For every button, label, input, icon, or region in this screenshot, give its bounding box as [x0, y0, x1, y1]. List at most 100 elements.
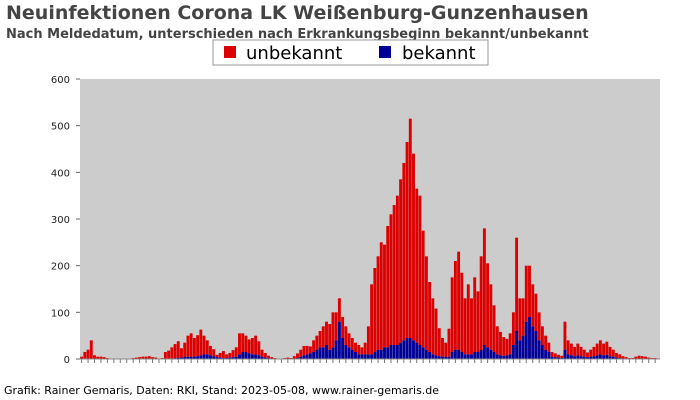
- bar-unbekannt: [515, 237, 519, 331]
- bar-bekannt: [615, 357, 618, 359]
- bar-unbekannt: [505, 338, 509, 356]
- bar-bekannt: [341, 338, 345, 359]
- bar-bekannt: [254, 354, 258, 359]
- bar-unbekannt: [644, 356, 647, 359]
- bar-unbekannt: [334, 312, 338, 341]
- bar-bekannt: [244, 352, 248, 359]
- bar-unbekannt: [611, 349, 615, 357]
- bar-bekannt: [186, 356, 190, 359]
- bar-unbekannt: [408, 118, 412, 338]
- bar-bekannt: [189, 356, 193, 359]
- bar-unbekannt: [399, 179, 403, 343]
- bar-bekannt: [347, 347, 351, 359]
- bar-bekannt: [386, 347, 390, 359]
- bar-unbekannt: [544, 335, 548, 350]
- bar-bekannt: [418, 345, 422, 359]
- bar-unbekannt: [576, 343, 580, 356]
- bar-unbekannt: [592, 346, 596, 357]
- bar-unbekannt: [618, 354, 622, 359]
- bar-unbekannt: [447, 328, 451, 357]
- bar-unbekannt: [86, 349, 90, 359]
- bar-bekannt: [399, 342, 403, 359]
- bar-bekannt: [508, 354, 512, 359]
- bar-unbekannt: [260, 349, 264, 357]
- bar-unbekannt: [547, 342, 551, 352]
- bar-unbekannt: [511, 312, 515, 345]
- bar-bekannt: [534, 331, 538, 359]
- bar-bekannt: [537, 340, 541, 359]
- y-tick-label: 200: [51, 262, 70, 273]
- bar-unbekannt: [502, 337, 506, 356]
- bar-unbekannt: [141, 356, 145, 359]
- bar-bekannt: [196, 356, 200, 359]
- bar-bekannt: [431, 354, 435, 359]
- bar-unbekannt: [560, 355, 564, 359]
- bar-unbekannt: [428, 282, 432, 352]
- bar-bekannt: [605, 354, 609, 359]
- bar-bekannt: [428, 352, 432, 359]
- bar-bekannt: [492, 352, 496, 359]
- bar-unbekannt: [234, 347, 238, 357]
- bar-unbekannt: [173, 344, 177, 359]
- bar-bekannt: [466, 354, 470, 359]
- bar-bekannt: [180, 357, 183, 359]
- bar-bekannt: [437, 356, 441, 359]
- y-tick-label: 400: [51, 168, 70, 179]
- bar-unbekannt: [537, 312, 541, 341]
- bar-unbekannt: [598, 340, 602, 355]
- bar-bekannt: [363, 354, 367, 359]
- bar-bekannt: [337, 321, 341, 359]
- bar-unbekannt: [582, 349, 586, 357]
- bar-bekannt: [553, 357, 557, 359]
- bar-unbekannt: [312, 340, 316, 352]
- bar-unbekannt: [308, 346, 312, 354]
- bar-unbekannt: [528, 265, 531, 317]
- bar-unbekannt: [144, 356, 148, 359]
- bar-bekannt: [176, 357, 180, 359]
- bar-unbekannt: [186, 335, 190, 357]
- bar-unbekannt: [192, 338, 196, 357]
- bar-unbekannt: [586, 352, 589, 358]
- bar-unbekannt: [389, 214, 393, 345]
- bar-unbekannt: [395, 195, 399, 345]
- bar-unbekannt: [634, 356, 638, 359]
- bar-bekannt: [212, 356, 216, 359]
- bar-unbekannt: [151, 357, 154, 359]
- bar-bekannt: [247, 353, 251, 359]
- bar-unbekannt: [566, 340, 570, 355]
- bar-unbekannt: [479, 256, 483, 350]
- bar-bekannt: [325, 345, 328, 359]
- bar-bekannt: [470, 354, 473, 359]
- bar-unbekannt: [473, 277, 477, 352]
- bar-unbekannt: [344, 326, 348, 345]
- bar-unbekannt: [376, 256, 380, 350]
- bar-unbekannt: [254, 335, 258, 355]
- bar-bekannt: [528, 317, 531, 359]
- bar-unbekannt: [557, 354, 560, 358]
- bar-unbekannt: [553, 353, 557, 358]
- bar-bekannt: [602, 355, 606, 359]
- bar-unbekannt: [482, 228, 486, 345]
- bar-unbekannt: [321, 326, 325, 348]
- bar-unbekannt: [383, 244, 386, 348]
- bar-bekannt: [344, 345, 348, 359]
- bar-bekannt: [441, 356, 444, 359]
- bar-unbekannt: [302, 345, 306, 356]
- bar-unbekannt: [337, 298, 341, 322]
- bar-bekannt: [334, 340, 338, 359]
- bar-bekannt: [238, 354, 241, 359]
- y-tick-label: 0: [64, 355, 70, 366]
- y-tick-label: 300: [51, 215, 70, 226]
- bar-unbekannt: [379, 242, 383, 350]
- bar-unbekannt: [466, 284, 470, 355]
- bar-unbekannt: [450, 277, 454, 352]
- bar-unbekannt: [183, 342, 187, 357]
- bar-unbekannt: [244, 335, 248, 352]
- chart-subtitle: Nach Meldedatum, unterschieden nach Erkr…: [6, 27, 589, 42]
- bar-unbekannt: [354, 342, 357, 352]
- bar-unbekannt: [489, 284, 493, 350]
- legend-label-bekannt: bekannt: [402, 43, 476, 64]
- bar-unbekannt: [102, 357, 106, 359]
- bar-unbekannt: [499, 331, 502, 356]
